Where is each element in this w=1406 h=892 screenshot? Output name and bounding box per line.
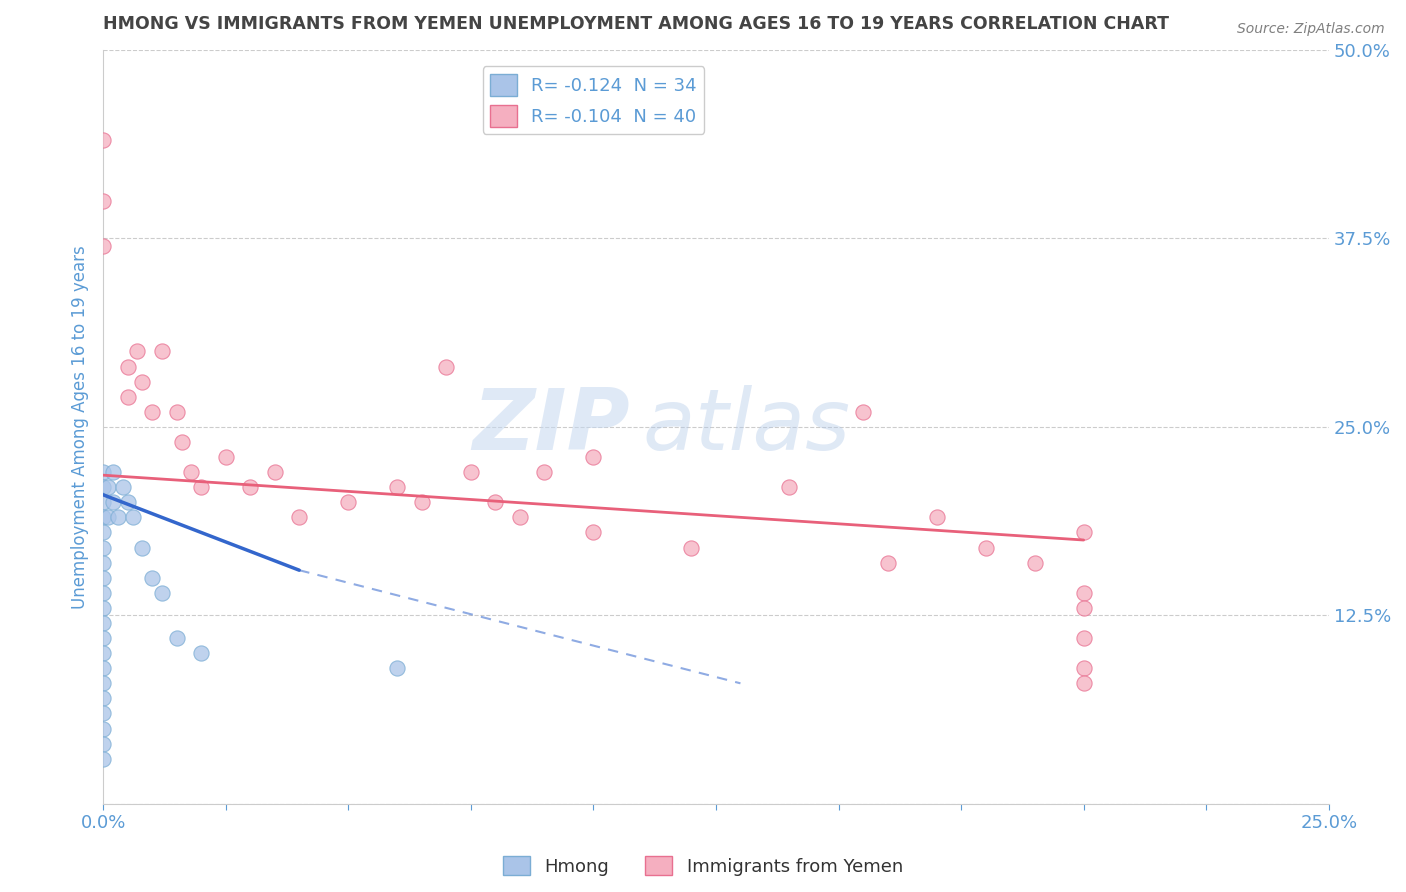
Point [91, 525, 114, 540]
Point [1073, 601, 1095, 615]
Point [91, 465, 114, 479]
Point [387, 661, 409, 675]
Point [484, 495, 506, 509]
Point [91, 541, 114, 555]
Point [97, 480, 120, 494]
Point [91, 722, 114, 736]
Point [91, 661, 114, 675]
Point [91, 133, 114, 147]
Point [337, 495, 360, 509]
Point [1073, 525, 1095, 540]
Point [1073, 586, 1095, 600]
Point [101, 495, 124, 509]
Point [190, 480, 212, 494]
Legend: Hmong, Immigrants from Yemen: Hmong, Immigrants from Yemen [496, 849, 910, 883]
Point [533, 465, 555, 479]
Legend: R= -0.124  N = 34, R= -0.104  N = 40: R= -0.124 N = 34, R= -0.104 N = 40 [482, 66, 704, 134]
Point [107, 510, 129, 524]
Point [288, 510, 311, 524]
Point [434, 359, 457, 374]
Text: atlas: atlas [643, 385, 851, 468]
Point [460, 465, 482, 479]
Point [91, 706, 114, 721]
Point [101, 465, 124, 479]
Point [91, 615, 114, 630]
Point [852, 405, 875, 419]
Point [925, 510, 948, 524]
Point [141, 571, 163, 585]
Point [91, 586, 114, 600]
Point [117, 390, 139, 404]
Point [131, 375, 153, 389]
Point [150, 586, 173, 600]
Point [117, 359, 139, 374]
Point [1073, 676, 1095, 690]
Point [166, 405, 188, 419]
Point [91, 510, 114, 524]
Point [239, 480, 262, 494]
Point [387, 480, 409, 494]
Text: Source: ZipAtlas.com: Source: ZipAtlas.com [1237, 22, 1385, 37]
Point [91, 556, 114, 570]
Point [779, 480, 801, 494]
Y-axis label: Unemployment Among Ages 16 to 19 years: Unemployment Among Ages 16 to 19 years [72, 245, 89, 608]
Point [974, 541, 997, 555]
Point [91, 495, 114, 509]
Point [91, 239, 114, 253]
Point [150, 344, 173, 359]
Point [91, 737, 114, 751]
Point [91, 646, 114, 660]
Point [91, 676, 114, 690]
Point [582, 450, 605, 464]
Point [121, 510, 143, 524]
Point [1073, 661, 1095, 675]
Point [263, 465, 285, 479]
Point [97, 510, 120, 524]
Point [91, 194, 114, 208]
Point [170, 435, 193, 450]
Point [1073, 631, 1095, 645]
Point [91, 752, 114, 766]
Point [91, 691, 114, 706]
Point [509, 510, 531, 524]
Point [215, 450, 238, 464]
Point [117, 495, 139, 509]
Point [91, 631, 114, 645]
Point [127, 344, 149, 359]
Point [876, 556, 898, 570]
Point [141, 405, 163, 419]
Point [91, 601, 114, 615]
Point [180, 465, 202, 479]
Point [1024, 556, 1046, 570]
Point [91, 480, 114, 494]
Point [582, 525, 605, 540]
Point [681, 541, 703, 555]
Point [91, 571, 114, 585]
Point [411, 495, 433, 509]
Point [190, 646, 212, 660]
Point [166, 631, 188, 645]
Point [131, 541, 153, 555]
Text: HMONG VS IMMIGRANTS FROM YEMEN UNEMPLOYMENT AMONG AGES 16 TO 19 YEARS CORRELATIO: HMONG VS IMMIGRANTS FROM YEMEN UNEMPLOYM… [103, 15, 1170, 33]
Text: ZIP: ZIP [472, 385, 630, 468]
Point [111, 480, 134, 494]
